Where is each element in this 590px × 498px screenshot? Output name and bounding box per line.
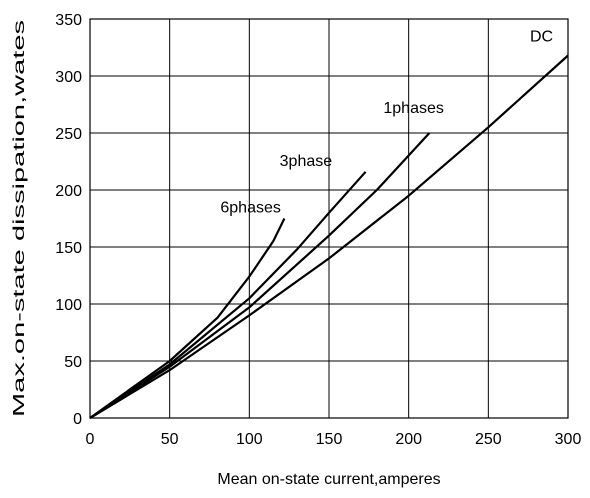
x-tick-label: 150 bbox=[316, 431, 343, 448]
grid bbox=[89, 18, 569, 419]
x-axis-label: Mean on-state current,amperes bbox=[217, 471, 440, 488]
series-line-3phase bbox=[89, 171, 367, 419]
plot-frame bbox=[89, 18, 569, 419]
series-line-dc bbox=[89, 54, 569, 419]
series-label-dc: DC bbox=[530, 28, 553, 45]
y-tick-label: 350 bbox=[55, 12, 82, 29]
y-axis-label: Max.on-state dissipation,wates bbox=[11, 20, 28, 417]
x-tick-label: 0 bbox=[86, 431, 95, 448]
y-tick-label: 50 bbox=[64, 354, 82, 371]
series-label-6phases: 6phases bbox=[220, 200, 280, 217]
x-tick-label: 250 bbox=[475, 431, 502, 448]
series-label-3phase: 3phase bbox=[280, 153, 333, 170]
series-label-1phases: 1phases bbox=[383, 100, 444, 117]
series-line-1phases bbox=[89, 132, 431, 419]
x-tick-label: 50 bbox=[161, 431, 179, 448]
x-tick-label: 200 bbox=[395, 431, 422, 448]
y-tick-label: 0 bbox=[73, 411, 82, 428]
series-group: DC 1phases 3phase 6phases bbox=[89, 28, 569, 419]
y-tick-label: 200 bbox=[55, 183, 82, 200]
x-tick-label: 300 bbox=[555, 431, 582, 448]
x-tick-label: 100 bbox=[236, 431, 263, 448]
y-tick-label: 150 bbox=[55, 240, 82, 257]
series-line-6phases bbox=[89, 218, 286, 419]
y-tick-label: 250 bbox=[55, 126, 82, 143]
y-tick-label: 100 bbox=[55, 297, 82, 314]
y-tick-label: 300 bbox=[55, 69, 82, 86]
tick-labels: 0 50 100 150 200 250 300 0 50 100 150 200 250 300 350 bbox=[55, 12, 581, 448]
